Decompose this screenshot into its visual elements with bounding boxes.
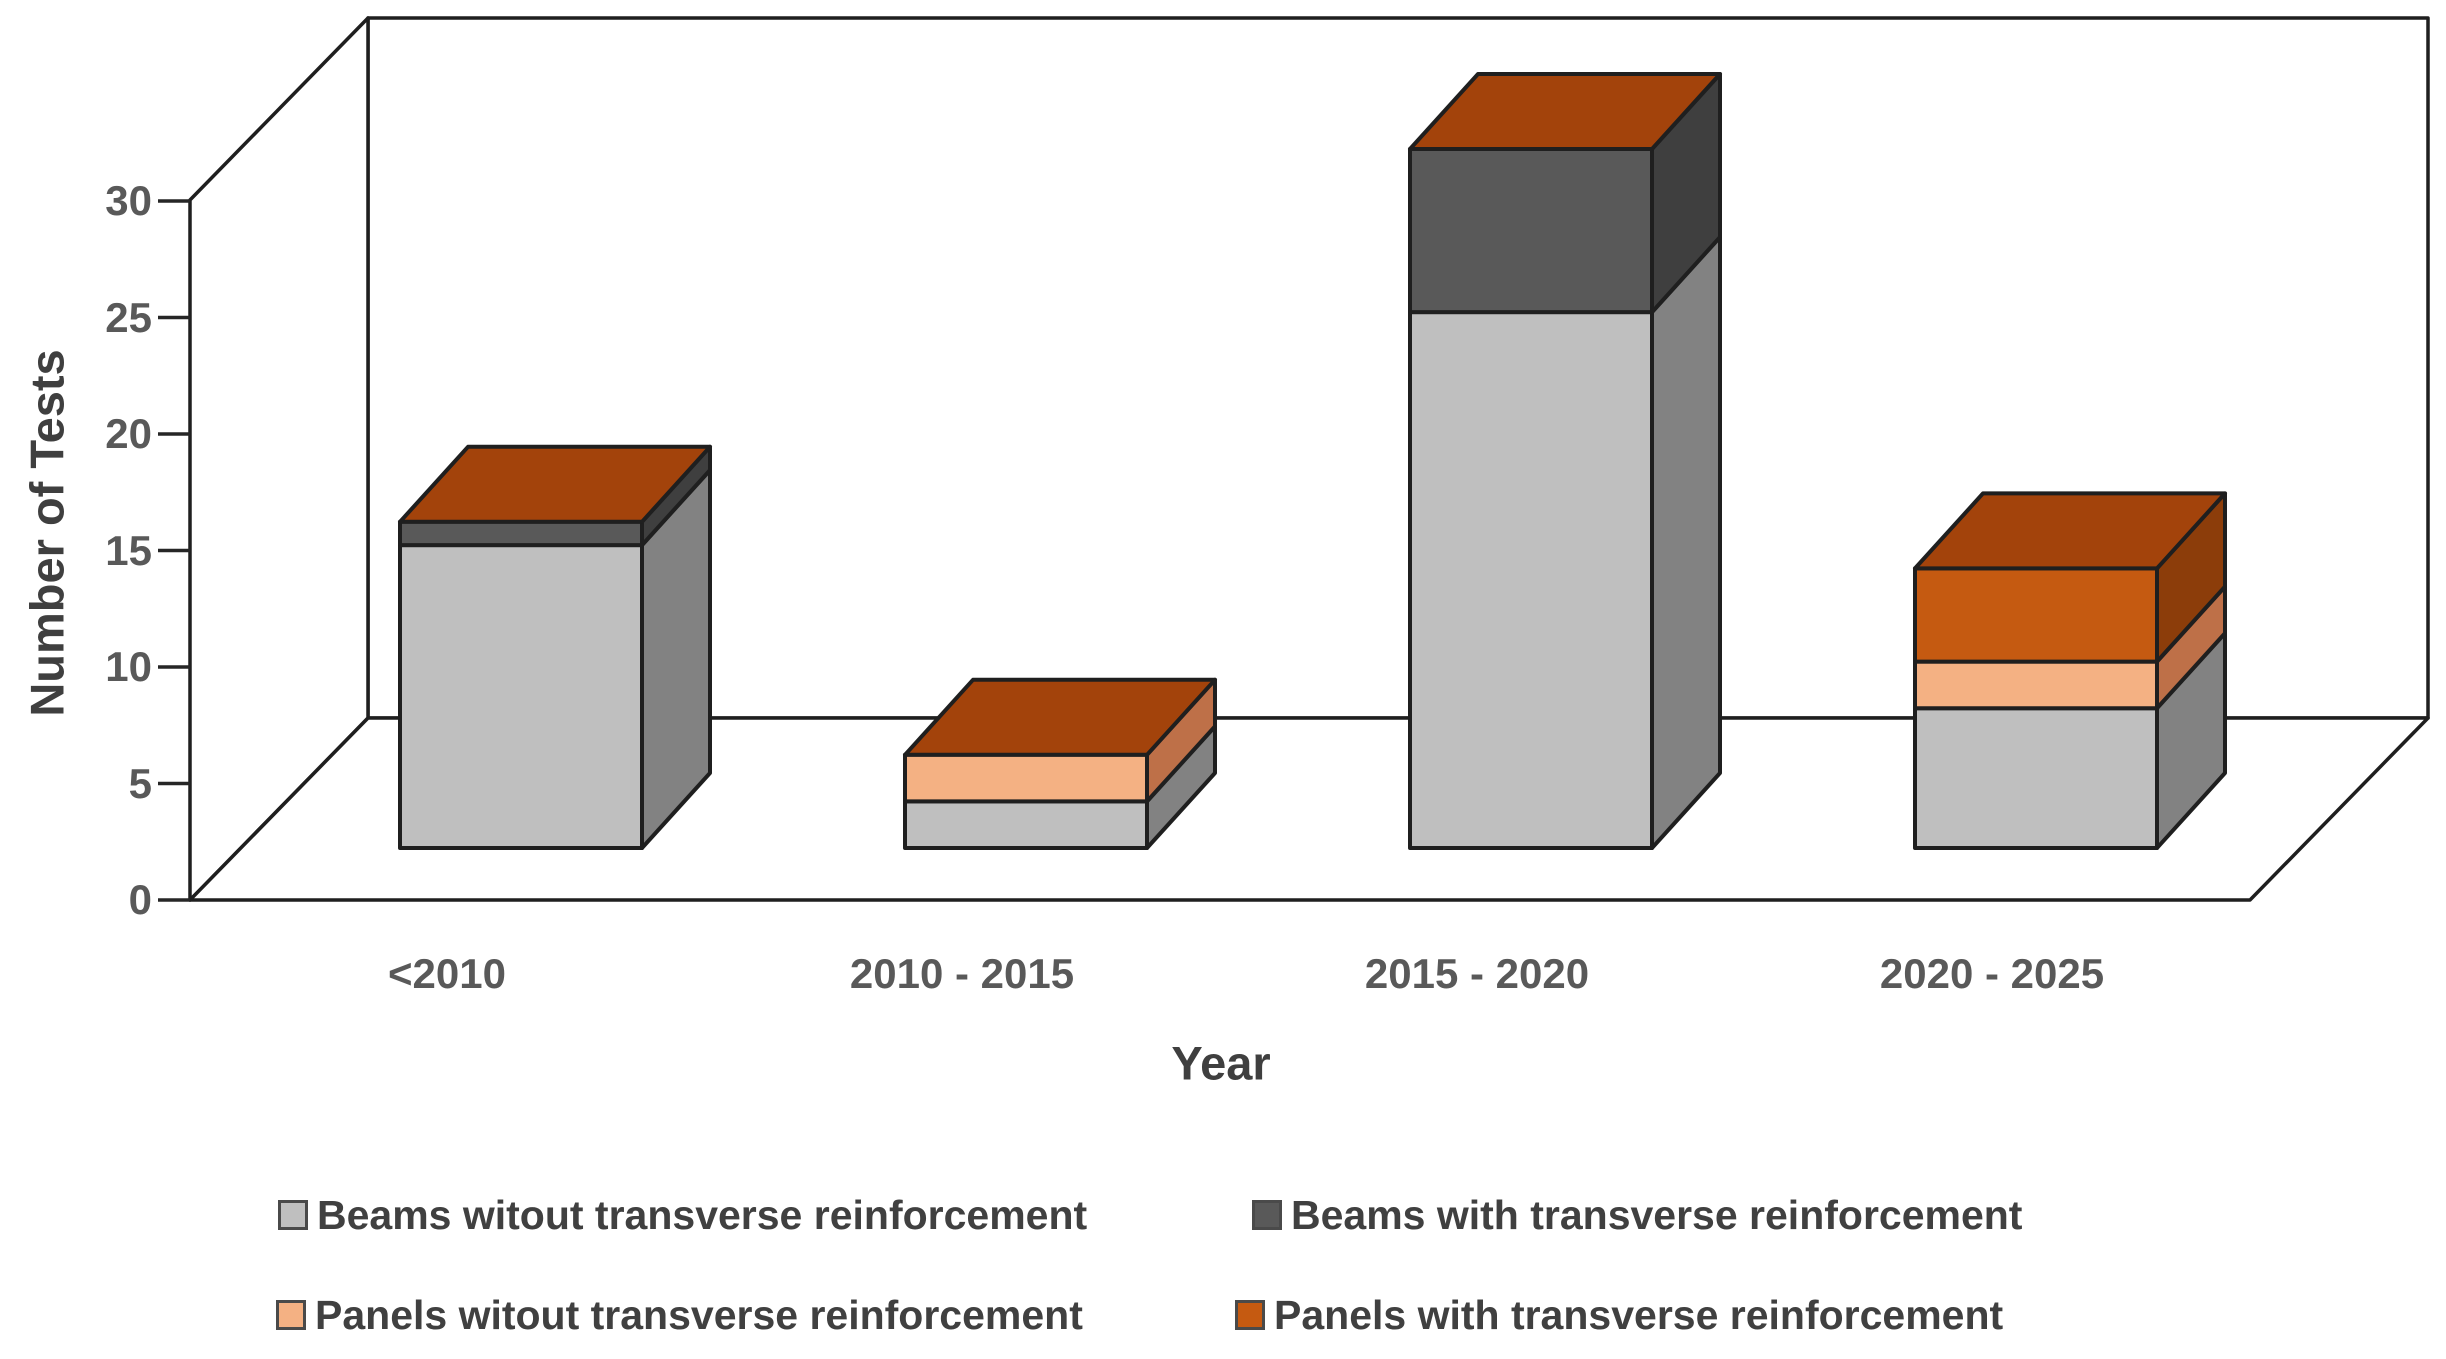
- legend-label: Panels witout transverse reinforcement: [315, 1291, 1083, 1338]
- bar-segment-front: [1913, 706, 2159, 850]
- y-tick-label: 0: [128, 876, 152, 923]
- x-category-label: 2020 - 2025: [1879, 950, 2105, 997]
- bar-top-face: [1408, 72, 1722, 151]
- bar-top-face: [1913, 491, 2227, 571]
- bar-segment-front: [398, 543, 644, 850]
- y-tick-label: 25: [105, 293, 152, 341]
- legend-label: Panels with transverse reinforcement: [1274, 1291, 2004, 1338]
- legend-swatch-icon: [1235, 1300, 1265, 1330]
- x-category-label: 2010 - 2015: [849, 950, 1075, 997]
- y-tick-label: 20: [105, 410, 152, 457]
- bar-segment-front: [1408, 147, 1654, 315]
- bar-segment-front: [903, 799, 1149, 850]
- legend-label: Beams witout transverse reinforcement: [317, 1191, 1088, 1238]
- y-tick-label: 30: [105, 177, 152, 224]
- plot-floor: [188, 716, 2430, 902]
- x-category-label: <2010: [388, 950, 506, 997]
- legend-item: Panels witout transverse reinforcement: [276, 1287, 1083, 1343]
- y-tick-label: 5: [128, 759, 152, 807]
- legend-swatch-icon: [1252, 1200, 1282, 1230]
- bar-segment-front: [1913, 566, 2159, 664]
- bar-top-face: [398, 444, 712, 524]
- legend-item: Panels with transverse reinforcement: [1235, 1287, 2003, 1343]
- legend-label: Beams with transverse reinforcement: [1291, 1191, 2023, 1238]
- y-tick-label: 15: [105, 526, 152, 574]
- legend-item: Beams witout transverse reinforcement: [278, 1187, 1087, 1243]
- legend-swatch-icon: [276, 1300, 306, 1330]
- bar-top-face: [903, 677, 1217, 757]
- y-tick-label: 10: [105, 643, 152, 690]
- bar-segment-side: [1650, 235, 1722, 850]
- bar-segment-front: [903, 752, 1149, 804]
- legend-swatch-icon: [278, 1200, 308, 1230]
- bar-segment-front: [1408, 310, 1654, 850]
- legend-item: Beams with transverse reinforcement: [1252, 1187, 2022, 1243]
- bar-segment-front: [1913, 659, 2159, 711]
- x-axis-title: Year: [1171, 1036, 1271, 1090]
- bar-segment-front: [398, 519, 644, 548]
- x-category-label: 2015 - 2020: [1364, 950, 1590, 997]
